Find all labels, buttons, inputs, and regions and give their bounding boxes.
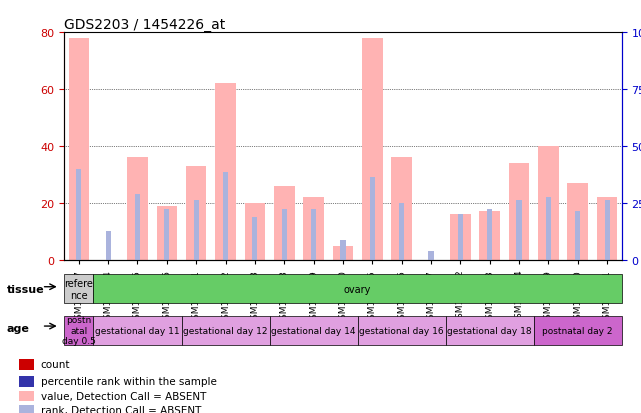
Bar	[458, 215, 463, 260]
Bar	[604, 201, 610, 260]
Bar	[19, 359, 35, 370]
Text: age: age	[6, 323, 29, 333]
Bar	[362, 39, 383, 260]
Text: tissue: tissue	[6, 284, 44, 294]
FancyBboxPatch shape	[94, 316, 181, 345]
FancyBboxPatch shape	[445, 316, 534, 345]
Text: gestational day 16: gestational day 16	[360, 326, 444, 335]
Bar	[223, 172, 228, 260]
Bar	[69, 39, 89, 260]
Bar	[76, 169, 81, 260]
Bar	[19, 391, 35, 401]
Bar	[19, 377, 35, 387]
FancyBboxPatch shape	[270, 316, 358, 345]
FancyBboxPatch shape	[64, 316, 94, 345]
Bar	[340, 240, 345, 260]
Bar	[311, 209, 316, 260]
Bar	[156, 206, 177, 260]
FancyBboxPatch shape	[181, 316, 270, 345]
Text: percentile rank within the sample: percentile rank within the sample	[40, 376, 217, 386]
Bar	[392, 158, 412, 260]
FancyBboxPatch shape	[358, 316, 445, 345]
Bar	[274, 186, 294, 260]
Bar	[546, 198, 551, 260]
Bar	[245, 204, 265, 260]
Bar	[281, 209, 287, 260]
Bar	[215, 84, 236, 260]
Text: refere
nce: refere nce	[64, 278, 93, 300]
Bar	[517, 201, 522, 260]
Bar	[538, 147, 559, 260]
Bar	[253, 218, 258, 260]
Bar	[428, 252, 433, 260]
Bar	[194, 201, 199, 260]
Bar	[509, 164, 529, 260]
Bar	[333, 246, 353, 260]
Text: gestational day 18: gestational day 18	[447, 326, 532, 335]
Bar	[106, 232, 111, 260]
Bar	[479, 212, 500, 260]
Bar	[164, 209, 169, 260]
Bar	[399, 204, 404, 260]
Bar	[186, 166, 206, 260]
Text: postnatal day 2: postnatal day 2	[542, 326, 613, 335]
Text: gestational day 12: gestational day 12	[183, 326, 268, 335]
FancyBboxPatch shape	[534, 316, 622, 345]
FancyBboxPatch shape	[94, 275, 622, 304]
Text: gestational day 11: gestational day 11	[95, 326, 179, 335]
Text: GDS2203 / 1454226_at: GDS2203 / 1454226_at	[64, 18, 226, 32]
Bar	[597, 198, 617, 260]
Bar	[370, 178, 375, 260]
Bar	[567, 183, 588, 260]
Bar	[135, 195, 140, 260]
Bar	[127, 158, 147, 260]
Text: rank, Detection Call = ABSENT: rank, Detection Call = ABSENT	[40, 405, 201, 413]
Bar	[487, 209, 492, 260]
Text: postn
atal
day 0.5: postn atal day 0.5	[62, 316, 96, 345]
Text: value, Detection Call = ABSENT: value, Detection Call = ABSENT	[40, 391, 206, 401]
Bar	[19, 406, 35, 413]
Text: gestational day 14: gestational day 14	[271, 326, 356, 335]
Bar	[575, 212, 580, 260]
FancyBboxPatch shape	[64, 275, 94, 304]
Bar	[450, 215, 470, 260]
Text: ovary: ovary	[344, 284, 371, 294]
Bar	[303, 198, 324, 260]
Text: count: count	[40, 359, 70, 369]
